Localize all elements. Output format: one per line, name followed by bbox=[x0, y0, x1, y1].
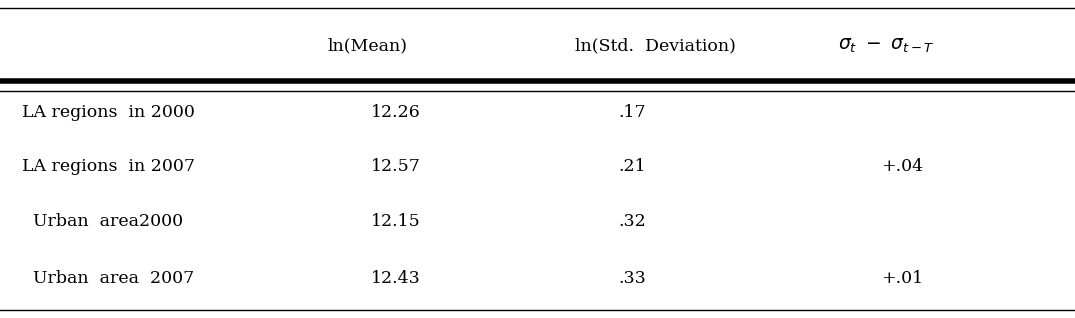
Text: 12.26: 12.26 bbox=[371, 104, 420, 121]
Text: +.04: +.04 bbox=[882, 158, 923, 176]
Text: .17: .17 bbox=[618, 104, 646, 121]
Text: .33: .33 bbox=[618, 270, 646, 287]
Text: $\sigma_t\ -\ \sigma_{t-T}$: $\sigma_t\ -\ \sigma_{t-T}$ bbox=[838, 37, 935, 55]
Text: ln(Mean): ln(Mean) bbox=[328, 38, 407, 55]
Text: .21: .21 bbox=[618, 158, 646, 176]
Text: LA regions  in 2000: LA regions in 2000 bbox=[22, 104, 195, 121]
Text: +.01: +.01 bbox=[882, 270, 923, 287]
Text: ln(Std.  Deviation): ln(Std. Deviation) bbox=[575, 38, 736, 55]
Text: .32: .32 bbox=[618, 212, 646, 230]
Text: 12.15: 12.15 bbox=[371, 212, 420, 230]
Text: 12.57: 12.57 bbox=[371, 158, 420, 176]
Text: LA regions  in 2007: LA regions in 2007 bbox=[22, 158, 195, 176]
Text: Urban  area  2007: Urban area 2007 bbox=[22, 270, 194, 287]
Text: 12.43: 12.43 bbox=[371, 270, 420, 287]
Text: Urban  area2000: Urban area2000 bbox=[22, 212, 183, 230]
